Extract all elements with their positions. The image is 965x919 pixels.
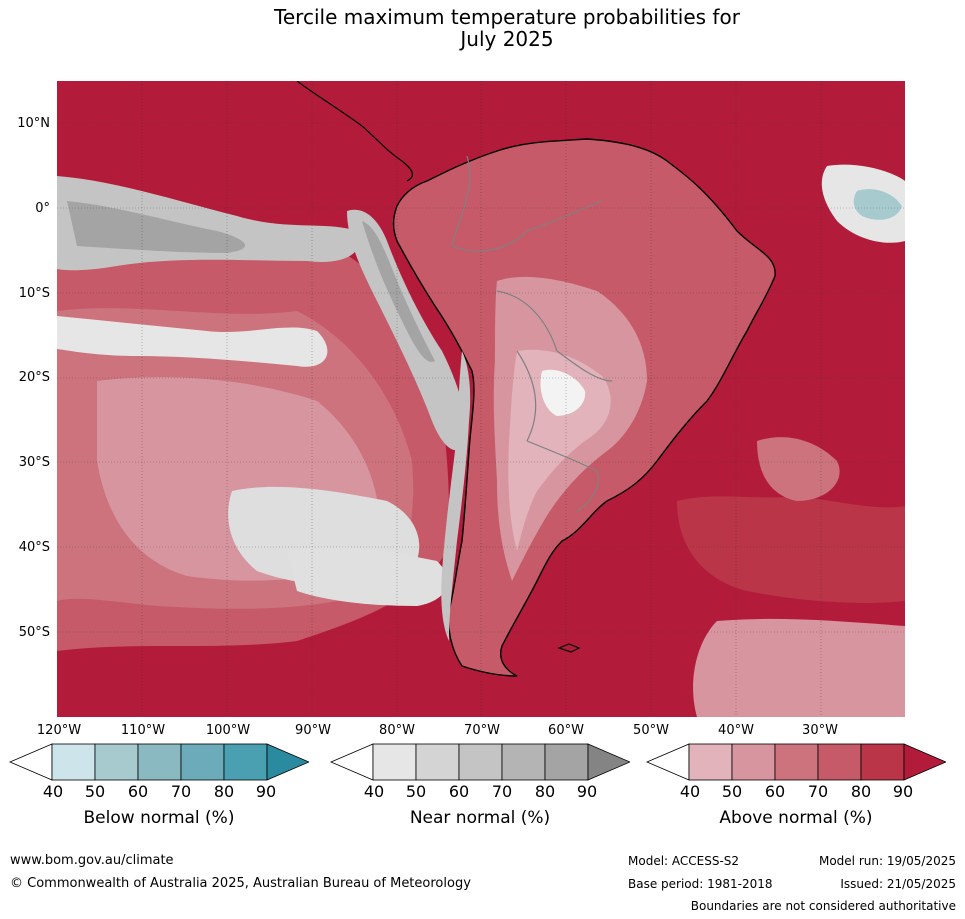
copyright-notice: © Commonwealth of Australia 2025, Austra… (10, 876, 471, 891)
falkland-islands (557, 643, 581, 653)
inland-near-normal-patch (540, 369, 586, 416)
andes-near-normal-strip (441, 351, 471, 641)
near-colorbar-segment (415, 743, 460, 781)
website-link[interactable]: www.bom.gov.au/climate (10, 853, 174, 868)
lon-label-100w: 100°W (205, 723, 251, 738)
above-colorbar-segment (731, 743, 776, 781)
near-colorbar-high-arrow (587, 743, 630, 781)
above-colorbar-high-arrow (903, 743, 946, 781)
chart-title: Tercile maximum temperature probabilitie… (0, 6, 965, 50)
lat-label-10s: 10°S (18, 286, 50, 301)
above-colorbar-segment (774, 743, 819, 781)
near-tick: 40 (363, 782, 385, 801)
lon-label-80w: 80°W (379, 723, 415, 738)
above-tick: 40 (679, 782, 701, 801)
above-tick: 90 (892, 782, 914, 801)
below-normal-label: Below normal (%) (83, 808, 235, 828)
graticule (57, 81, 905, 717)
lat-label-30s: 30°S (18, 455, 50, 470)
lon-label-90w: 90°W (295, 723, 331, 738)
below-colorbar-high-arrow (266, 743, 309, 781)
lat-label-50s: 50°S (18, 625, 50, 640)
above-colorbar-segment (817, 743, 862, 781)
above-tick: 80 (850, 782, 872, 801)
above-colorbar-segment (860, 743, 905, 781)
above-normal-colorbar (646, 743, 946, 781)
lat-label-10n: 10°N (17, 116, 50, 131)
above-colorbar-low-arrow (646, 743, 690, 781)
near-colorbar-segment (544, 743, 589, 781)
near-tick: 80 (534, 782, 556, 801)
probability-map[interactable] (57, 81, 905, 717)
lon-label-120w: 120°W (36, 723, 82, 738)
lon-label-60w: 60°W (548, 723, 584, 738)
below-colorbar-low-arrow (9, 743, 53, 781)
above-colorbar-segment (688, 743, 733, 781)
below-tick: 80 (213, 782, 235, 801)
near-tick: 50 (405, 782, 427, 801)
below-tick: 90 (255, 782, 277, 801)
below-tick: 70 (170, 782, 192, 801)
lon-label-110w: 110°W (120, 723, 166, 738)
near-normal-colorbar (330, 743, 630, 781)
below-tick: 40 (42, 782, 64, 801)
base-period: Base period: 1981-2018 (628, 877, 773, 891)
atlantic-above-80-band (677, 496, 905, 603)
above-tick: 60 (764, 782, 786, 801)
below-colorbar-segment (180, 743, 225, 781)
pacific-near-normal-southern-tongue (57, 316, 328, 367)
near-tick: 90 (576, 782, 598, 801)
below-colorbar-segment (137, 743, 182, 781)
atlantic-above-50-south (693, 618, 905, 717)
above-tick: 50 (721, 782, 743, 801)
below-colorbar-segment (223, 743, 268, 781)
near-tick: 70 (491, 782, 513, 801)
southern-pacific-near-normal (287, 546, 448, 606)
map-canvas (57, 81, 905, 717)
coastal-near-normal-dark (362, 221, 435, 362)
atlantic-above-60-patches (757, 437, 840, 501)
below-colorbar-segment (51, 743, 96, 781)
issued-date: Issued: 21/05/2025 (840, 877, 956, 891)
below-tick: 60 (127, 782, 149, 801)
near-colorbar-segment (372, 743, 417, 781)
above-normal-label: Above normal (%) (719, 808, 873, 828)
model-name: Model: ACCESS-S2 (628, 854, 740, 868)
inland-above-40-region (508, 349, 611, 551)
central-america-land (296, 81, 414, 182)
country-boundaries (451, 155, 613, 512)
pacific-near-normal-equatorial-dark (67, 201, 246, 253)
lat-label-40s: 40°S (18, 540, 50, 555)
near-colorbar-segment (501, 743, 546, 781)
lat-label-20s: 20°S (18, 370, 50, 385)
below-colorbar-segment (94, 743, 139, 781)
model-run-date: Model run: 19/05/2025 (818, 854, 956, 868)
lat-label-0: 0° (35, 201, 50, 216)
below-normal-colorbar (9, 743, 309, 781)
near-colorbar-segment (458, 743, 503, 781)
near-normal-label: Near normal (%) (409, 808, 551, 828)
lon-label-70w: 70°W (464, 723, 500, 738)
above-tick: 70 (807, 782, 829, 801)
near-colorbar-low-arrow (330, 743, 374, 781)
lon-label-50w: 50°W (633, 723, 669, 738)
atlantic-below-normal-patch (853, 189, 902, 220)
near-tick: 60 (448, 782, 470, 801)
title-line-2: July 2025 (460, 27, 554, 51)
title-line-1: Tercile maximum temperature probabilitie… (274, 5, 740, 29)
lon-label-40w: 40°W (718, 723, 754, 738)
boundaries-disclaimer: Boundaries are not considered authoritat… (690, 899, 956, 913)
below-tick: 50 (84, 782, 106, 801)
lon-label-30w: 30°W (802, 723, 838, 738)
